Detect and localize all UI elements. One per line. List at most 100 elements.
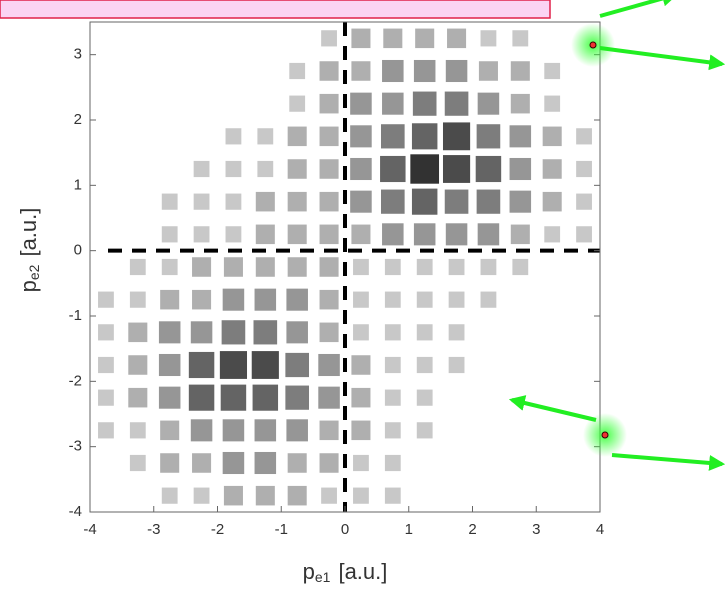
heat-cell — [384, 324, 401, 341]
heat-cell — [128, 355, 148, 375]
heat-cell — [193, 226, 210, 243]
heat-cell — [413, 59, 436, 83]
heat-cell — [353, 487, 369, 504]
heat-cell — [219, 351, 248, 379]
heat-cell — [254, 451, 277, 475]
heat-cell — [287, 453, 307, 473]
y-tick-label: 1 — [74, 176, 82, 193]
heat-cell — [476, 189, 501, 214]
heat-cell — [321, 487, 337, 504]
heat-cell — [319, 191, 339, 212]
heat-cell — [480, 258, 497, 276]
heat-cell — [255, 257, 275, 277]
heat-cell — [480, 30, 497, 47]
heat-cell — [382, 59, 404, 83]
heat-cell — [225, 128, 242, 145]
x-tick-label: -1 — [275, 521, 288, 538]
heat-cell — [416, 258, 433, 276]
heat-cell — [350, 190, 372, 213]
x-tick-label: -3 — [147, 521, 160, 538]
x-tick-label: -2 — [211, 521, 224, 538]
heat-cell — [98, 356, 114, 374]
heat-cell — [444, 189, 469, 214]
heat-cell — [448, 291, 465, 308]
heat-cell — [351, 355, 371, 375]
heat-cell — [161, 226, 178, 243]
heat-cell — [129, 258, 146, 276]
heat-cell — [576, 160, 592, 178]
heat-cell — [319, 93, 339, 114]
heat-cell — [192, 289, 212, 310]
heat-cell — [576, 128, 592, 145]
heat-cell — [255, 224, 275, 245]
heat-cell — [188, 351, 215, 379]
heat-cell — [287, 126, 307, 147]
heat-cell — [382, 223, 404, 246]
heat-cell — [220, 384, 247, 411]
y-label-unit: [a.u.] — [16, 208, 41, 257]
heat-cell — [350, 125, 372, 148]
heat-cell — [161, 258, 178, 276]
arrow — [611, 453, 726, 471]
heat-cell — [129, 454, 146, 472]
heat-cell — [221, 320, 246, 345]
heat-cell — [160, 420, 180, 441]
heat-cell — [416, 291, 433, 308]
heat-cell — [384, 356, 401, 374]
heat-cell — [353, 258, 369, 276]
heat-cell — [254, 419, 277, 442]
heat-cell — [223, 485, 243, 506]
heat-cell — [158, 386, 181, 409]
heat-cell — [351, 420, 371, 441]
heat-cell — [350, 157, 372, 181]
x-tick-label: 0 — [341, 521, 349, 538]
heat-cell — [225, 193, 242, 210]
heat-cell — [188, 384, 215, 411]
heat-cell — [353, 291, 369, 308]
x-axis-label: pe1 [a.u.] — [303, 559, 388, 585]
heat-cell — [510, 93, 530, 114]
heat-cell — [477, 92, 500, 115]
heat-cell — [257, 128, 274, 145]
plot-area: -4 -3 -2 -1 0 1 2 3 4 -4 -3 -2 -1 0 1 2 3 — [69, 21, 604, 538]
heat-cell — [319, 289, 339, 310]
x-tick-label: -4 — [83, 521, 96, 538]
heat-cell — [447, 28, 467, 49]
heat-cell — [448, 324, 465, 341]
heat-cell — [383, 28, 403, 49]
heat-cell — [476, 124, 501, 149]
heat-cell — [225, 226, 242, 243]
y-label-main: p — [16, 280, 41, 292]
x-tick-label: 1 — [405, 521, 413, 538]
heat-cell — [98, 422, 114, 439]
arrow — [508, 395, 597, 422]
heat-cell — [416, 356, 433, 374]
heat-cell — [289, 62, 306, 80]
heat-cell — [285, 385, 310, 410]
heat-cell — [480, 291, 497, 308]
heat-cell — [509, 157, 532, 181]
heat-cell — [255, 191, 275, 212]
heat-cell — [384, 454, 401, 472]
heat-cell — [98, 291, 114, 308]
heat-cell — [353, 324, 369, 341]
heat-cell — [160, 289, 180, 310]
heat-cell — [510, 224, 530, 245]
y-tick-label: -3 — [69, 438, 82, 455]
x-label-unit: [a.u.] — [338, 559, 387, 584]
heat-cell — [351, 61, 371, 81]
heat-cell — [351, 224, 371, 245]
heat-cell — [384, 487, 401, 504]
heat-cell — [380, 155, 406, 183]
heat-cell — [448, 258, 465, 276]
heat-cell — [253, 320, 278, 345]
heat-cell — [351, 28, 371, 49]
heat-cell — [416, 324, 433, 341]
heat-cell — [254, 288, 277, 311]
heat-cell — [384, 291, 401, 308]
heat-cell — [382, 92, 404, 115]
arrow — [599, 46, 726, 71]
heat-cell — [416, 422, 433, 439]
heat-cell — [257, 160, 274, 178]
